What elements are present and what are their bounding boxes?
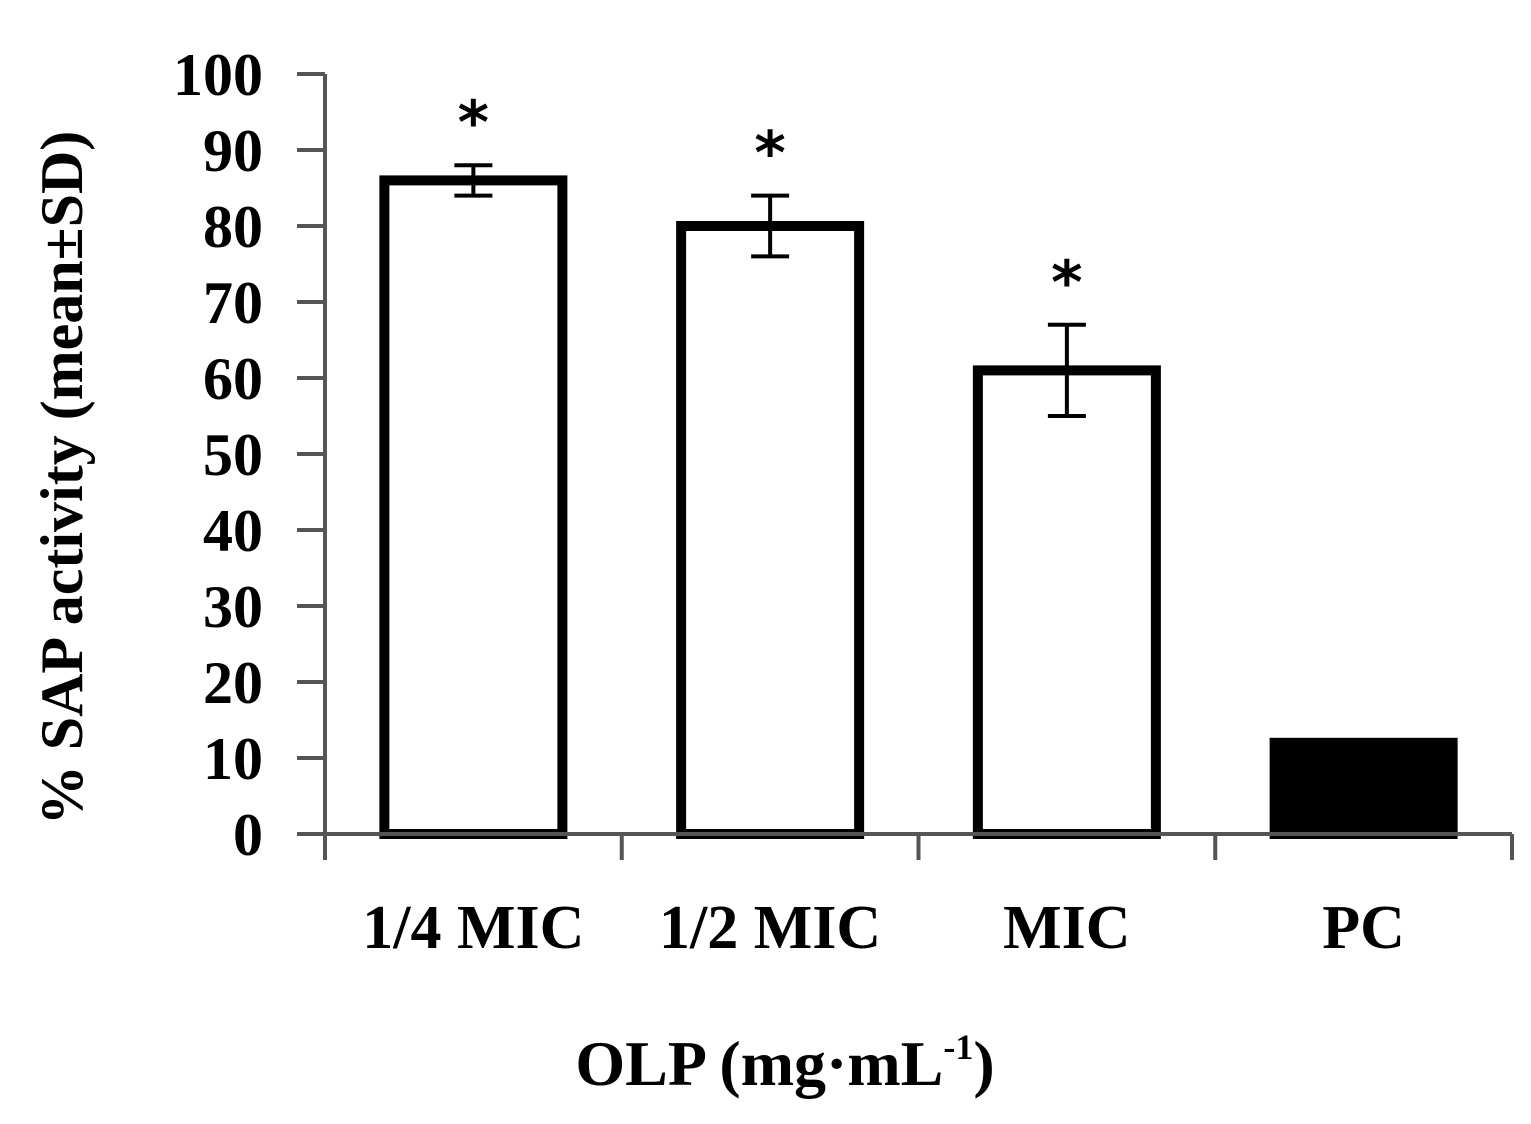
error-bars — [454, 163, 1086, 418]
y-tick-label: 30 — [203, 574, 263, 640]
significance-star: * — [1051, 248, 1082, 318]
bar-pc — [1269, 737, 1458, 839]
category-label: MIC — [1003, 894, 1130, 962]
x-axis-ticks — [323, 834, 1514, 860]
y-tick-label: 80 — [203, 194, 263, 260]
x-axis-title-main: OLP (mg·mL — [575, 1028, 943, 1099]
x-axis-title: OLP (mg·mL-1) — [575, 1027, 994, 1099]
category-label: 1/4 MIC — [362, 894, 584, 962]
y-tick-label: 10 — [203, 726, 263, 792]
significance-star: * — [458, 88, 489, 158]
x-axis-title-superscript: -1 — [943, 1027, 973, 1067]
bar-1-2-mic — [676, 221, 865, 839]
bars — [379, 175, 1458, 839]
y-tick-label: 20 — [203, 650, 263, 716]
category-labels: 1/4 MIC 1/2 MIC MIC PC — [362, 894, 1405, 962]
y-tick-label: 90 — [203, 118, 263, 184]
bar-mic — [972, 365, 1161, 839]
y-tick-label: 0 — [233, 802, 263, 868]
x-axis-title-close: ) — [973, 1028, 994, 1099]
y-tick-label: 50 — [203, 422, 263, 488]
significance-star: * — [754, 119, 785, 189]
category-label: PC — [1322, 894, 1405, 962]
y-tick-label: 60 — [203, 346, 263, 412]
y-tick-label: 40 — [203, 498, 263, 564]
y-axis-title: % SAP activity (mean±SD) — [29, 131, 95, 826]
category-label: 1/2 MIC — [659, 894, 881, 962]
y-tick-label: 100 — [173, 42, 263, 108]
bar-1-4-mic — [379, 175, 568, 839]
significance-markers: * * * — [458, 88, 1083, 318]
y-axis-ticks: 0 10 20 30 40 50 60 70 80 90 100 — [173, 42, 325, 868]
y-tick-label: 70 — [203, 270, 263, 336]
